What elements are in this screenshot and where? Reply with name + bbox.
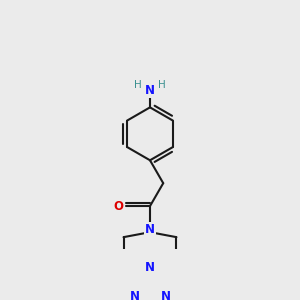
Text: N: N bbox=[160, 290, 170, 300]
Text: N: N bbox=[145, 223, 155, 236]
Text: N: N bbox=[130, 290, 140, 300]
Text: N: N bbox=[145, 84, 155, 97]
Text: N: N bbox=[145, 261, 155, 274]
Text: H: H bbox=[158, 80, 166, 90]
Text: H: H bbox=[134, 80, 142, 90]
Text: O: O bbox=[113, 200, 123, 213]
